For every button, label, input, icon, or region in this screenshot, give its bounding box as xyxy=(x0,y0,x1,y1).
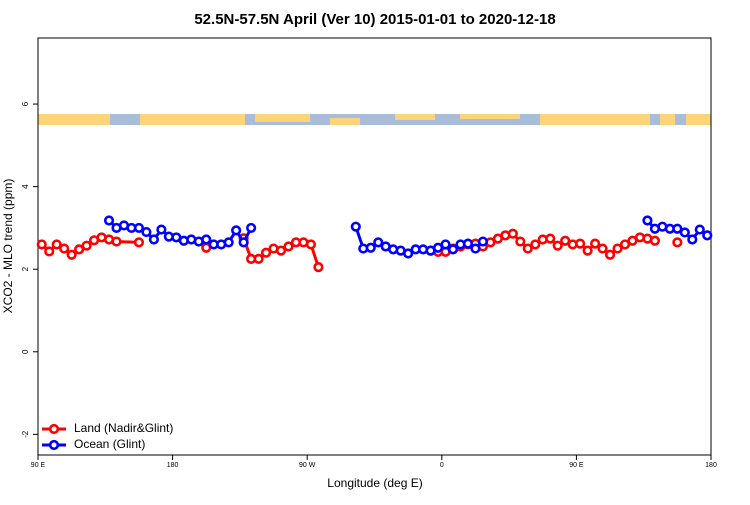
map-strip xyxy=(38,114,711,125)
land-strip xyxy=(140,114,245,125)
x-tick-label: 180 xyxy=(705,462,717,469)
point xyxy=(545,233,556,244)
ocean-strip xyxy=(38,114,711,125)
point xyxy=(231,225,242,236)
land-strip xyxy=(255,114,310,122)
y-tick-label: 0 xyxy=(21,349,30,354)
point xyxy=(649,235,661,246)
point xyxy=(223,237,234,248)
point xyxy=(507,228,518,239)
point xyxy=(66,249,77,260)
point xyxy=(560,235,571,246)
point xyxy=(552,240,563,251)
legend-marker xyxy=(48,423,60,435)
x-tick-label: 180 xyxy=(167,462,179,469)
point xyxy=(462,238,474,249)
x-tick-label: 90 E xyxy=(569,462,584,469)
x-tick-label: 90 W xyxy=(299,462,316,469)
land-strip xyxy=(330,118,360,125)
point xyxy=(619,239,631,250)
y-tick-label: 6 xyxy=(21,101,30,106)
land-strip xyxy=(540,114,650,125)
point xyxy=(283,241,294,252)
point xyxy=(111,236,122,247)
point xyxy=(81,240,92,251)
point xyxy=(246,222,257,234)
x-tick-label: 0 xyxy=(440,462,444,469)
point xyxy=(133,237,145,248)
point xyxy=(141,226,152,238)
point xyxy=(260,247,272,258)
y-tick-label: 4 xyxy=(21,184,30,189)
y-tick-label: 2 xyxy=(21,266,30,271)
point xyxy=(642,215,653,226)
land-strip xyxy=(660,114,675,125)
point xyxy=(103,215,115,226)
point xyxy=(305,239,317,250)
point xyxy=(74,244,85,255)
point xyxy=(470,243,481,254)
point xyxy=(477,236,489,247)
y-axis-label: XCO2 - MLO trend (ppm) xyxy=(1,179,15,314)
point xyxy=(201,234,212,245)
land-strip xyxy=(395,114,435,120)
point xyxy=(440,239,451,250)
point xyxy=(238,237,249,248)
point xyxy=(522,243,533,254)
point xyxy=(350,221,361,232)
x-tick-label: 90 E xyxy=(31,462,46,469)
legend-label: Land (Nadir&Glint) xyxy=(74,421,173,435)
point xyxy=(365,242,376,253)
point xyxy=(672,237,683,248)
point xyxy=(687,234,698,245)
point xyxy=(447,244,459,255)
point xyxy=(275,245,287,256)
point xyxy=(156,224,167,235)
point xyxy=(612,243,623,254)
point xyxy=(253,253,264,264)
point xyxy=(575,238,586,249)
point xyxy=(604,249,616,260)
y-tick-label: -2 xyxy=(21,430,30,438)
point xyxy=(373,237,384,248)
land-strip xyxy=(460,114,520,119)
legend-label: Ocean (Glint) xyxy=(74,437,145,451)
x-axis-label: Longitude (deg E) xyxy=(327,476,422,490)
point xyxy=(133,222,145,234)
point xyxy=(148,234,160,245)
point xyxy=(36,239,47,250)
point xyxy=(515,236,526,247)
point xyxy=(672,223,683,234)
point xyxy=(530,239,541,250)
point xyxy=(694,224,705,235)
land-strip xyxy=(38,114,110,125)
legend-marker xyxy=(48,439,60,451)
point xyxy=(59,243,70,254)
chart-title: 52.5N-57.5N April (Ver 10) 2015-01-01 to… xyxy=(194,11,555,28)
point xyxy=(403,248,414,259)
point xyxy=(51,239,62,250)
point xyxy=(313,262,324,273)
land-strip xyxy=(686,114,711,125)
point xyxy=(589,238,601,249)
point xyxy=(582,245,593,256)
point xyxy=(679,227,690,238)
point xyxy=(597,243,608,254)
point xyxy=(44,246,55,257)
point xyxy=(702,230,713,241)
